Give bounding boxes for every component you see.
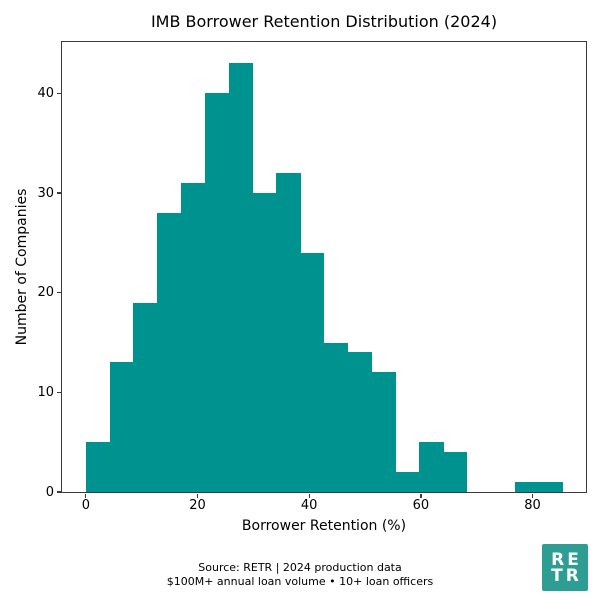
histogram-bar: [419, 442, 444, 492]
x-tick-label: 0: [81, 497, 90, 513]
x-tick-mark: [308, 493, 310, 498]
histogram-bar: [395, 472, 420, 492]
histogram-bar: [157, 212, 182, 492]
x-tick-mark: [531, 493, 534, 498]
x-tick-label: 40: [300, 497, 318, 513]
y-tick-label: 40: [37, 85, 54, 101]
histogram-bar: [228, 63, 254, 492]
histogram-bar: [371, 372, 396, 492]
x-tick-label: 80: [524, 497, 541, 513]
x-tick-label: 20: [189, 497, 206, 513]
histogram-bar: [538, 482, 563, 492]
chart-title: IMB Borrower Retention Distribution (202…: [150, 12, 498, 31]
histogram-bar: [347, 352, 373, 492]
histogram-bar: [133, 302, 158, 492]
x-axis-label: Borrower Retention (%): [241, 518, 407, 534]
histogram-bar: [443, 452, 468, 492]
y-tick-label: 20: [37, 285, 54, 301]
histogram-bar: [276, 173, 301, 492]
retr-logo-line2: TR: [551, 565, 582, 586]
x-tick-label: 60: [412, 497, 430, 513]
histogram-bar: [514, 482, 539, 492]
histogram-bar: [324, 342, 349, 492]
source-footer-line1: Source: RETR | 2024 production data: [198, 561, 402, 574]
y-tick-mark: [56, 192, 61, 194]
histogram-bar: [300, 252, 325, 492]
x-tick-mark: [196, 493, 199, 498]
y-axis-label: Number of Companies: [14, 188, 30, 346]
source-footer-line2: $100M+ annual loan volume • 10+ loan off…: [166, 575, 434, 588]
y-tick-mark: [56, 391, 61, 393]
y-tick-mark: [56, 292, 61, 294]
y-tick-label: 10: [37, 384, 54, 400]
histogram-bar: [204, 93, 230, 492]
x-tick-mark: [85, 493, 87, 498]
y-tick-label: 30: [37, 185, 54, 201]
x-tick-mark: [420, 493, 422, 498]
histogram-bar: [109, 362, 134, 492]
source-footer: Source: RETR | 2024 production data $100…: [0, 561, 600, 589]
histogram-bar: [85, 442, 111, 492]
plot-area: [62, 42, 586, 492]
retr-logo: RE TR: [542, 544, 588, 591]
y-tick-mark: [56, 92, 61, 94]
y-tick-label: 0: [45, 484, 54, 500]
histogram-bar: [252, 193, 277, 492]
histogram-bar: [181, 183, 206, 492]
y-tick-mark: [56, 491, 61, 493]
retr-logo-line1: RE: [551, 549, 582, 570]
